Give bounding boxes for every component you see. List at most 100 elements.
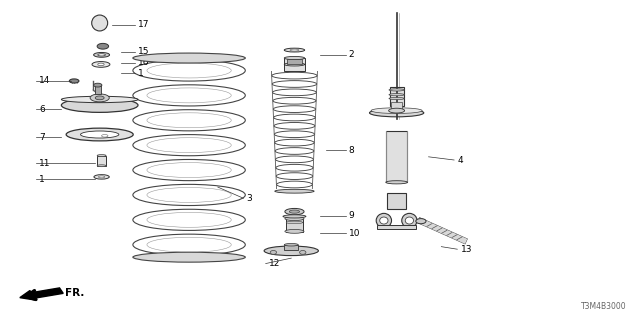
Ellipse shape — [98, 54, 106, 56]
Ellipse shape — [264, 246, 319, 256]
Text: 10: 10 — [349, 229, 360, 238]
Ellipse shape — [133, 209, 245, 230]
Ellipse shape — [94, 175, 109, 179]
Ellipse shape — [95, 96, 104, 100]
Ellipse shape — [98, 63, 104, 66]
Text: 7: 7 — [39, 132, 45, 141]
Ellipse shape — [283, 215, 306, 218]
Ellipse shape — [275, 131, 314, 138]
Ellipse shape — [285, 229, 304, 233]
Ellipse shape — [147, 138, 231, 153]
Ellipse shape — [133, 85, 245, 106]
Text: 3: 3 — [246, 194, 252, 203]
Ellipse shape — [274, 114, 316, 121]
Ellipse shape — [405, 217, 413, 224]
Ellipse shape — [99, 176, 105, 178]
Ellipse shape — [273, 106, 316, 112]
Text: 1: 1 — [138, 68, 144, 77]
Ellipse shape — [386, 181, 408, 184]
Ellipse shape — [286, 221, 303, 224]
Bar — [284, 58, 305, 71]
Ellipse shape — [284, 48, 305, 52]
Bar — [390, 87, 404, 106]
Bar — [378, 225, 416, 229]
Ellipse shape — [300, 251, 306, 254]
Ellipse shape — [276, 164, 313, 171]
Ellipse shape — [290, 49, 299, 51]
Bar — [95, 85, 101, 94]
Ellipse shape — [133, 252, 245, 262]
Ellipse shape — [371, 108, 422, 114]
Ellipse shape — [147, 237, 231, 252]
Ellipse shape — [285, 208, 304, 215]
Ellipse shape — [270, 251, 276, 254]
Ellipse shape — [275, 148, 314, 154]
Text: 13: 13 — [461, 245, 472, 254]
Bar — [387, 194, 406, 209]
Ellipse shape — [133, 234, 245, 255]
Ellipse shape — [285, 217, 304, 220]
Ellipse shape — [133, 53, 245, 63]
Ellipse shape — [147, 188, 231, 203]
Text: FR.: FR. — [65, 288, 84, 298]
Ellipse shape — [61, 96, 138, 103]
Ellipse shape — [389, 93, 404, 96]
Ellipse shape — [133, 60, 245, 81]
Text: 12: 12 — [269, 259, 280, 268]
Ellipse shape — [133, 110, 245, 131]
Bar — [287, 59, 302, 64]
Ellipse shape — [133, 184, 245, 205]
Ellipse shape — [416, 219, 426, 224]
Ellipse shape — [272, 81, 317, 87]
Ellipse shape — [147, 88, 231, 103]
Ellipse shape — [147, 212, 231, 227]
Bar — [97, 156, 106, 166]
Text: 17: 17 — [138, 20, 150, 29]
Ellipse shape — [69, 79, 79, 83]
Ellipse shape — [289, 210, 300, 213]
Ellipse shape — [284, 56, 305, 60]
Ellipse shape — [81, 131, 119, 138]
Ellipse shape — [97, 155, 106, 156]
Ellipse shape — [147, 163, 231, 178]
Ellipse shape — [97, 44, 109, 49]
Ellipse shape — [272, 72, 317, 79]
Text: 4: 4 — [458, 156, 463, 164]
Ellipse shape — [284, 244, 298, 246]
Text: 11: 11 — [39, 159, 51, 168]
Ellipse shape — [147, 113, 231, 128]
Ellipse shape — [66, 128, 133, 141]
Ellipse shape — [402, 213, 417, 228]
Bar — [386, 131, 408, 182]
Ellipse shape — [90, 94, 109, 102]
Ellipse shape — [376, 213, 392, 228]
Ellipse shape — [273, 97, 316, 104]
Bar — [286, 219, 303, 232]
Ellipse shape — [275, 156, 314, 163]
Text: 6: 6 — [39, 105, 45, 114]
Ellipse shape — [274, 123, 315, 129]
Bar — [284, 245, 298, 251]
Ellipse shape — [133, 135, 245, 156]
Text: 9: 9 — [349, 211, 355, 220]
Ellipse shape — [93, 83, 102, 87]
Ellipse shape — [61, 98, 138, 112]
Ellipse shape — [388, 108, 404, 113]
Ellipse shape — [102, 134, 108, 137]
Ellipse shape — [92, 15, 108, 31]
Ellipse shape — [380, 217, 388, 224]
FancyArrow shape — [20, 288, 63, 300]
Text: 16: 16 — [138, 58, 150, 67]
Ellipse shape — [273, 89, 316, 96]
Ellipse shape — [389, 97, 404, 100]
Ellipse shape — [147, 63, 231, 78]
Text: 15: 15 — [138, 47, 150, 56]
Ellipse shape — [389, 89, 404, 91]
Text: 8: 8 — [349, 146, 355, 155]
Ellipse shape — [92, 61, 110, 67]
Text: 14: 14 — [39, 76, 51, 85]
Ellipse shape — [275, 189, 314, 193]
Text: 1: 1 — [39, 175, 45, 184]
Ellipse shape — [97, 165, 106, 167]
Ellipse shape — [93, 52, 109, 57]
